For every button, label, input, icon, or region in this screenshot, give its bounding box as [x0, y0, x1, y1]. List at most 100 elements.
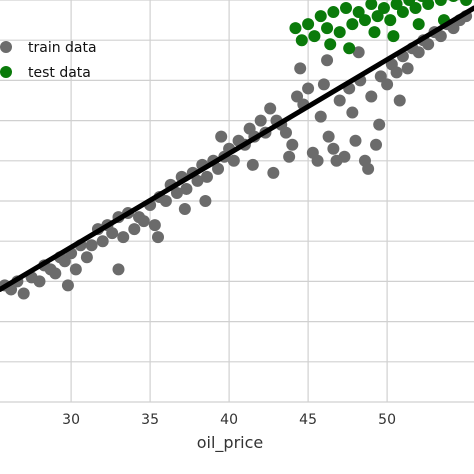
train-data-point — [311, 154, 324, 167]
test-data-point — [295, 34, 308, 47]
train-data-point — [200, 170, 213, 183]
test-data-point — [321, 22, 334, 35]
train-data-point — [85, 239, 98, 252]
train-data-point — [283, 150, 296, 163]
train-data-point — [390, 66, 403, 79]
train-data-point — [362, 162, 375, 175]
test-data-point — [346, 18, 359, 31]
legend-label-train: train data — [28, 40, 97, 56]
train-data-point — [212, 162, 225, 175]
train-data-point — [279, 126, 292, 139]
train-data-point — [112, 263, 125, 276]
train-data-point — [49, 267, 62, 280]
train-data-point — [148, 219, 161, 232]
test-data-point — [365, 0, 378, 11]
legend: train data test data — [0, 40, 97, 81]
train-data-point — [264, 102, 277, 115]
train-data-point — [17, 287, 30, 300]
train-data-point — [327, 142, 340, 155]
train-data-point — [128, 223, 141, 236]
x-tick-labels: 30 35 40 45 50 — [62, 412, 396, 428]
x-tick-label: 50 — [378, 412, 396, 428]
test-data-point — [434, 0, 447, 6]
test-data-point — [314, 10, 327, 23]
test-data-point — [358, 14, 371, 27]
x-tick-label: 35 — [141, 412, 159, 428]
test-data-point — [422, 0, 435, 11]
train-data-point — [302, 82, 315, 95]
train-data-point — [374, 70, 387, 83]
train-data-point — [286, 138, 299, 151]
test-data-point — [377, 2, 390, 15]
test-data-point — [409, 2, 422, 15]
grid — [0, 0, 474, 403]
train-data-point — [170, 186, 183, 199]
test-data-point — [327, 6, 340, 19]
train-data-point — [58, 255, 71, 268]
test-data-point — [340, 2, 353, 15]
train-data-point — [227, 154, 240, 167]
train-data-point — [373, 118, 386, 131]
train-data-point — [317, 78, 330, 91]
test-data-point — [333, 26, 346, 39]
regression-line — [0, 5, 474, 292]
test-data-point — [289, 22, 302, 35]
train-data-point — [191, 174, 204, 187]
train-data-point — [69, 263, 82, 276]
test-data-point — [384, 14, 397, 27]
train-data-point — [152, 231, 164, 244]
train-data-point — [314, 110, 327, 123]
train-data-point — [352, 46, 365, 59]
legend-marker-test — [0, 66, 12, 78]
test-data-point — [368, 26, 381, 39]
train-data-point — [291, 90, 304, 103]
train-data-point — [346, 106, 359, 119]
x-axis-label: oil_price — [197, 433, 264, 453]
train-data-point — [422, 38, 435, 51]
train-data-point — [117, 231, 130, 244]
x-tick-label: 45 — [299, 412, 317, 428]
train-data-point — [159, 195, 172, 207]
test-data-point — [352, 6, 365, 19]
train-data-point — [333, 94, 346, 107]
train-data-point — [96, 235, 109, 248]
legend-label-test: test data — [28, 65, 91, 81]
train-data-point — [106, 227, 119, 240]
train-data-point — [322, 130, 335, 143]
train-data-point — [61, 279, 74, 292]
test-data-point — [449, 0, 458, 2]
train-data-point — [33, 275, 46, 288]
test-data-point — [460, 0, 473, 6]
train-data-point — [365, 90, 378, 103]
test-data-point — [308, 30, 321, 43]
x-tick-label: 40 — [220, 412, 238, 428]
train-data-point — [215, 130, 228, 143]
train-data-point — [434, 30, 447, 43]
train-data-point — [254, 114, 267, 127]
train-data-point — [199, 195, 212, 207]
test-data-point — [412, 18, 425, 31]
train-data-point — [401, 62, 414, 75]
train-data-point — [370, 138, 383, 151]
train-data-point — [393, 94, 406, 107]
regression-line-layer — [0, 5, 474, 292]
train-data-point — [381, 78, 394, 91]
train-data-point — [137, 215, 150, 228]
x-tick-label: 30 — [62, 412, 80, 428]
legend-marker-train — [0, 41, 12, 53]
test-data-point — [396, 6, 409, 19]
test-data-point — [324, 38, 337, 51]
test-data-point — [302, 18, 315, 31]
train-data-point — [80, 251, 93, 264]
train-data-point — [349, 134, 362, 147]
train-data-point — [246, 158, 259, 171]
train-data-point — [412, 46, 425, 59]
train-data-point — [267, 166, 280, 179]
train-data-point — [294, 62, 307, 75]
train-data-point — [180, 182, 193, 195]
train-data-point — [447, 22, 460, 35]
train-data-point — [330, 154, 343, 167]
test-data-point — [371, 10, 384, 23]
